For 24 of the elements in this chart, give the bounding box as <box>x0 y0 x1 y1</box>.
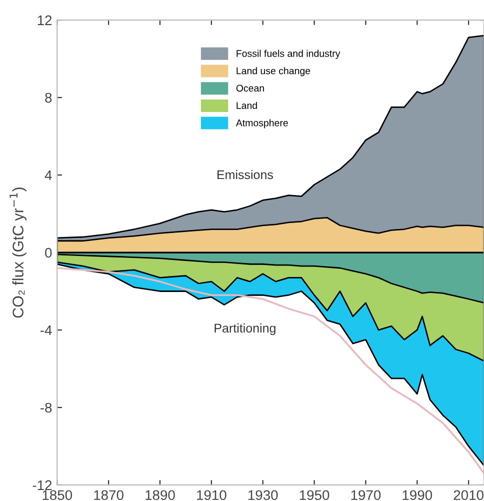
legend-label: Ocean <box>236 84 264 92</box>
y-tick-label: 8 <box>45 92 52 103</box>
x-tick-label: 1890 <box>146 490 175 500</box>
x-tick-label: 1930 <box>248 490 278 500</box>
x-tick-label: 1850 <box>42 490 72 500</box>
y-tick-label: -12 <box>32 480 52 490</box>
x-tick-label: 1970 <box>351 490 381 500</box>
x-tick-label: 1910 <box>197 490 226 500</box>
y-tick-label: -8 <box>40 402 52 413</box>
x-tick-label: 1950 <box>300 490 330 500</box>
y-axis-title: CO₂ flux (GtC yr$^{−1}$) <box>10 188 26 318</box>
x-tick-label: 2010 <box>454 490 484 500</box>
y-tick-label: -4 <box>40 325 52 336</box>
x-tick-label: 1870 <box>94 490 124 500</box>
y-tick-label: 0 <box>45 248 52 258</box>
annotation: Partitioning <box>214 323 276 336</box>
y-tick-label: 12 <box>38 15 52 26</box>
legend-label: Land use change <box>236 67 310 76</box>
legend-label: Fossil fuels and industry <box>236 50 340 59</box>
annotation: Emissions <box>217 170 273 180</box>
legend-label: Atmosphere <box>236 119 288 128</box>
y-tick-label: 4 <box>44 170 52 180</box>
x-tick-label: 1990 <box>402 490 432 500</box>
legend-label: Land <box>236 102 257 109</box>
